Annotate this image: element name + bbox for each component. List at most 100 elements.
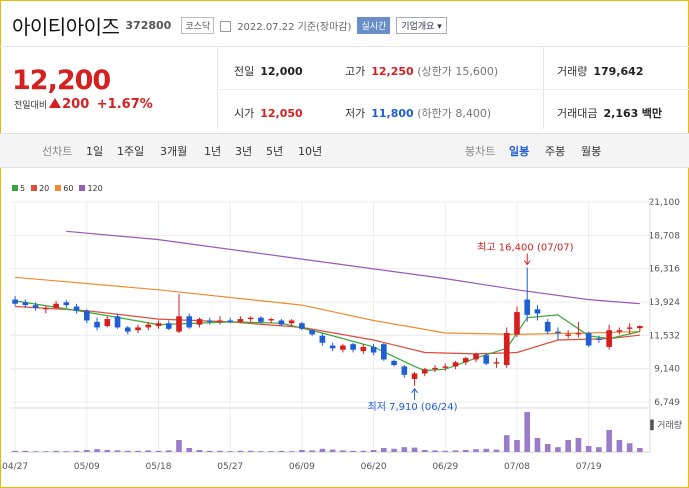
candle	[299, 323, 305, 329]
stat-value: 12,050	[260, 107, 303, 120]
x-tick-label: 07/08	[504, 462, 530, 472]
candle	[135, 327, 141, 331]
volume-bar	[22, 450, 29, 452]
divider	[217, 47, 218, 129]
tab-3m[interactable]: 3개월	[160, 145, 188, 158]
candle	[452, 362, 459, 367]
ma5-line	[15, 300, 641, 372]
volume-bar	[186, 448, 193, 452]
volume-bar	[206, 450, 213, 452]
current-price: 12,200	[12, 65, 111, 96]
low-annotation: 최저 7,910 (06/24)	[368, 401, 458, 413]
volume-bar	[155, 450, 162, 452]
candle	[350, 344, 356, 350]
candle	[606, 330, 612, 347]
volume-bar	[83, 450, 90, 452]
volume-bar	[43, 451, 49, 452]
volume-bar	[135, 450, 141, 452]
y-tick-label: 18,708	[649, 231, 681, 241]
y-tick-label: 9,140	[654, 365, 680, 375]
volume-bar	[176, 440, 182, 452]
stat-extra: (하한가 8,400)	[417, 107, 492, 120]
volume-bar	[493, 449, 500, 452]
company-info-dropdown[interactable]: 기업개요 ▾	[396, 16, 447, 34]
y-tick-label: 11,532	[649, 331, 681, 341]
tab-daily[interactable]: 일봉	[509, 145, 530, 158]
candle	[104, 319, 111, 327]
volume-bar	[12, 450, 18, 452]
tab-1d[interactable]: 1일	[86, 145, 104, 158]
candle	[258, 317, 264, 322]
stat-extra: (상한가 15,600)	[417, 65, 499, 78]
candle	[391, 360, 397, 366]
stat-value: 11,800	[371, 107, 414, 120]
stat-value: 179,642	[593, 65, 644, 78]
volume-bar	[483, 448, 490, 452]
candle	[73, 306, 80, 311]
tab-3y[interactable]: 3년	[235, 145, 253, 158]
volume-bar	[114, 450, 121, 452]
tab-1w[interactable]: 1주일	[117, 145, 145, 158]
stat-value: 2,163	[603, 107, 639, 120]
volume-bar	[73, 450, 80, 452]
candle	[381, 344, 387, 360]
chart-tabs: 선차트 1일 1주일 3개월 1년 3년 5년 10년 봉차트 일봉 주봉 월봉	[0, 133, 689, 168]
legend-item: 20	[31, 184, 49, 193]
volume-bar	[196, 450, 203, 452]
candle	[22, 302, 29, 306]
volume-bar	[329, 449, 336, 452]
volume-bar	[288, 451, 295, 452]
candle	[329, 345, 336, 349]
candle	[360, 346, 367, 352]
volume-bar	[350, 450, 356, 452]
high-annotation: 최고 16,400 (07/07)	[477, 242, 573, 254]
candle	[370, 346, 377, 353]
realtime-button[interactable]: 실시간	[357, 16, 391, 34]
x-tick-label: 06/29	[432, 462, 458, 472]
volume-bar	[165, 450, 172, 452]
candle	[442, 366, 449, 368]
candle	[32, 305, 39, 308]
candle	[43, 307, 49, 310]
tab-1y[interactable]: 1년	[204, 145, 222, 158]
volume-bar	[421, 450, 428, 452]
candle	[544, 321, 551, 332]
candle	[473, 353, 479, 360]
market-badge: 코스닥	[181, 16, 215, 34]
volume-bar	[360, 450, 367, 452]
x-tick-label: 06/09	[289, 462, 315, 472]
low-arrow-icon	[411, 387, 418, 394]
volume-bar	[247, 450, 254, 452]
stat-high: 고가 12,250 (상한가 15,600)	[345, 63, 498, 79]
tab-10y[interactable]: 10년	[298, 145, 323, 158]
candle	[217, 320, 223, 322]
volume-bar	[432, 450, 438, 452]
line-chart-label: 선차트	[42, 145, 73, 158]
tab-monthly[interactable]: 월봉	[581, 145, 602, 158]
candle	[340, 345, 346, 350]
volume-bar	[227, 451, 234, 452]
volume-bar	[381, 448, 387, 452]
divider	[0, 46, 689, 47]
volume-bar	[145, 450, 152, 452]
volume-bar	[452, 450, 459, 452]
stat-value: 12,000	[260, 65, 303, 78]
volume-bar	[442, 450, 449, 452]
high-arrow-icon	[523, 260, 531, 266]
candle	[83, 310, 90, 321]
candle	[165, 323, 172, 329]
x-tick-label: 04/27	[2, 462, 28, 472]
tab-5y[interactable]: 5년	[266, 145, 284, 158]
tab-weekly[interactable]: 주봉	[545, 145, 566, 158]
candle	[53, 303, 59, 308]
volume-bar	[370, 450, 377, 452]
candle	[421, 369, 428, 374]
volume-bar	[411, 447, 418, 452]
stat-low: 저가 11,800 (하한가 8,400)	[345, 105, 491, 121]
ma120-line	[66, 230, 640, 305]
price-change: 전일대비 200 +1.67%	[14, 97, 153, 112]
volume-bar	[462, 450, 469, 452]
candle	[94, 321, 100, 328]
volume-bar	[53, 450, 59, 452]
